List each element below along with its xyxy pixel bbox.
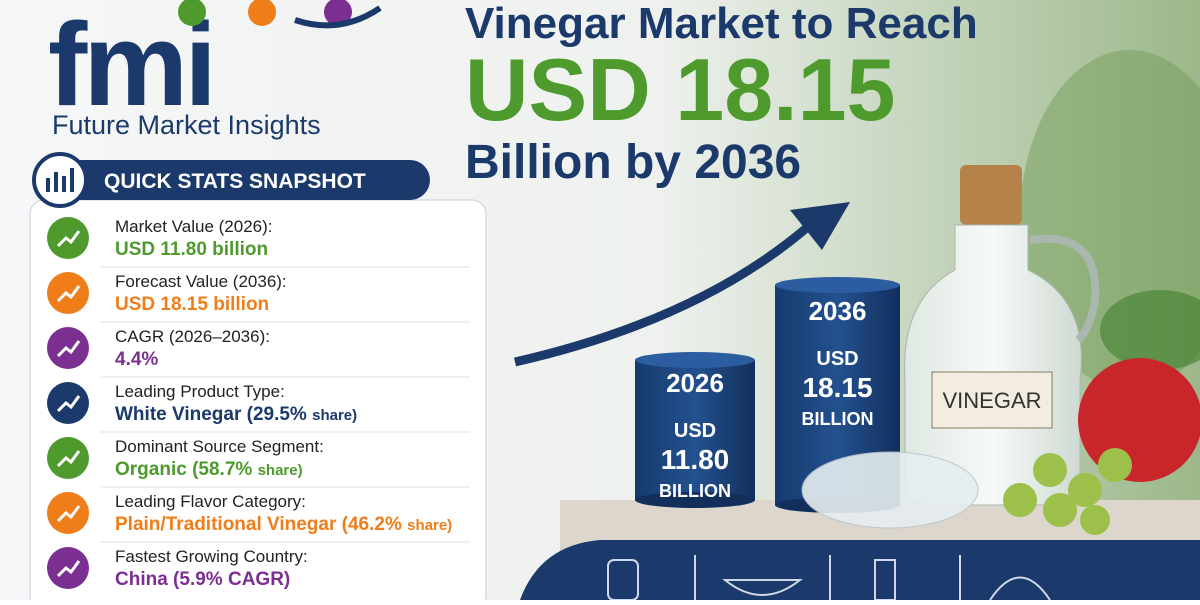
cylinder-currency: USD <box>674 420 716 442</box>
headline-line1: Vinegar Market to Reach <box>465 0 978 48</box>
stat-value: Plain/Traditional Vinegar (46.2% share) <box>115 514 452 535</box>
stat-value-note: share) <box>312 407 357 424</box>
growth-arrow <box>514 221 813 367</box>
stat-label: Leading Flavor Category: <box>115 492 306 511</box>
cylinder-amount: 18.15 <box>802 372 872 403</box>
stat-label: Market Value (2026): <box>115 217 272 236</box>
stat-value-main: 4.4% <box>115 349 158 370</box>
stat-value: 4.4% <box>115 349 158 370</box>
arrow-head <box>790 202 850 250</box>
bottom-band <box>520 540 1200 600</box>
snapshot-icon <box>32 152 88 208</box>
stat-icon-glyph <box>56 340 81 358</box>
bottom-icons <box>607 555 1051 601</box>
stat-label: Forecast Value (2036): <box>115 272 287 291</box>
cylinder-year: 2026 <box>666 368 724 398</box>
stat-icon-glyph <box>56 505 81 523</box>
cylinder-year: 2036 <box>809 296 867 326</box>
stat-value-note: share) <box>407 517 452 534</box>
stat-value-main: Organic (58.7% <box>115 459 252 480</box>
stat-value-main: USD 18.15 billion <box>115 294 269 315</box>
cylinder-top <box>635 352 755 368</box>
bottle: VINEGAR <box>904 165 1100 506</box>
stat-value: USD 11.80 billion <box>115 239 268 260</box>
stat-icon-glyph <box>56 230 81 248</box>
stat-value: USD 18.15 billion <box>115 294 269 315</box>
leaf <box>1100 290 1200 370</box>
logo-dot <box>178 0 206 26</box>
stat-value-main: Plain/Traditional Vinegar (46.2% <box>115 514 402 535</box>
logo-dot <box>324 0 352 26</box>
snapshot-banner <box>60 160 430 200</box>
stat-value: White Vinegar (29.5% share) <box>115 404 357 425</box>
cylinder-base <box>635 492 755 508</box>
snapshot-title: QUICK STATS SNAPSHOT <box>104 170 366 193</box>
logo-swoosh <box>294 5 382 29</box>
snapshot-icon-bars <box>46 168 74 192</box>
cylinder-unit: BILLION <box>659 481 731 501</box>
bottle-label <box>931 371 1053 429</box>
stat-icon-glyph <box>56 450 81 468</box>
cork <box>960 165 1022 225</box>
logo: fmi Future Market Insights <box>48 0 382 140</box>
cylinder-body <box>635 360 755 500</box>
stat-label: Leading Product Type: <box>115 382 285 401</box>
stat-value-note: share) <box>258 462 303 479</box>
glass-bowl <box>801 451 979 529</box>
apple <box>1078 358 1200 482</box>
headline-line2: USD 18.15 <box>465 40 895 139</box>
stat-icon-glyph <box>56 560 81 578</box>
cylinder-currency: USD <box>816 348 858 370</box>
stat-value: China (5.9% CAGR) <box>115 569 290 590</box>
stat-value-main: White Vinegar (29.5% <box>115 404 307 425</box>
cylinder-unit: BILLION <box>802 409 874 429</box>
bottle-handle <box>1029 234 1100 344</box>
cylinder-top <box>775 277 900 293</box>
stat-icon-glyph <box>56 395 81 413</box>
headline-line3: Billion by 2036 <box>465 136 801 189</box>
grapes <box>1003 448 1132 535</box>
stat-icon-glyph <box>56 285 81 303</box>
stat-value-main: China (5.9% CAGR) <box>115 569 290 590</box>
cylinder-amount: 11.80 <box>661 444 730 475</box>
stats-list: Market Value (2026): USD 11.80 billion For… <box>47 217 470 590</box>
bottle-label-text: VINEGAR <box>942 388 1041 413</box>
stat-label: CAGR (2026–2036): <box>115 327 270 346</box>
stat-label: Dominant Source Segment: <box>115 437 324 456</box>
stat-label: Fastest Growing Country: <box>115 547 308 566</box>
logo-dot <box>248 0 276 26</box>
stat-value-main: USD 11.80 billion <box>115 239 268 260</box>
brand-name: Future Market Insights <box>52 110 321 140</box>
stat-value: Organic (58.7% share) <box>115 459 303 480</box>
